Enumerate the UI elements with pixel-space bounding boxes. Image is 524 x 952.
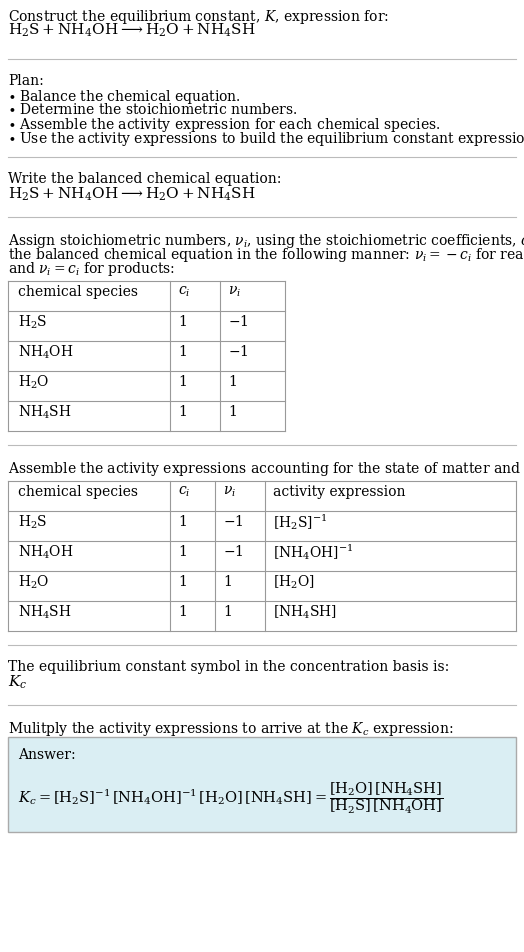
Text: $K_c$: $K_c$: [8, 673, 27, 690]
Text: 1: 1: [178, 374, 187, 388]
Text: $\mathrm{NH_4SH}$: $\mathrm{NH_4SH}$: [18, 603, 72, 620]
Text: $[\mathrm{NH_4OH}]^{-1}$: $[\mathrm{NH_4OH}]^{-1}$: [273, 542, 353, 562]
Text: $\mathrm{H_2S + NH_4OH \longrightarrow H_2O + NH_4SH}$: $\mathrm{H_2S + NH_4OH \longrightarrow H…: [8, 186, 256, 203]
Text: $\mathrm{NH_4OH}$: $\mathrm{NH_4OH}$: [18, 543, 73, 560]
Text: $\nu_i$: $\nu_i$: [223, 485, 236, 499]
Text: Answer:: Answer:: [18, 747, 75, 762]
Text: $\mathrm{H_2S}$: $\mathrm{H_2S}$: [18, 313, 47, 330]
Text: 1: 1: [178, 345, 187, 359]
Text: 1: 1: [178, 514, 187, 528]
Text: activity expression: activity expression: [273, 485, 406, 499]
Text: $1$: $1$: [228, 404, 237, 419]
Text: $\bullet$ Balance the chemical equation.: $\bullet$ Balance the chemical equation.: [8, 88, 241, 106]
Text: $\mathrm{H_2O}$: $\mathrm{H_2O}$: [18, 573, 49, 590]
Text: $\mathrm{NH_4SH}$: $\mathrm{NH_4SH}$: [18, 403, 72, 420]
Text: 1: 1: [178, 545, 187, 559]
Text: $\bullet$ Use the activity expressions to build the equilibrium constant express: $\bullet$ Use the activity expressions t…: [8, 129, 524, 148]
Text: $-1$: $-1$: [223, 544, 244, 559]
Text: Assign stoichiometric numbers, $\nu_i$, using the stoichiometric coefficients, $: Assign stoichiometric numbers, $\nu_i$, …: [8, 231, 524, 249]
Text: Write the balanced chemical equation:: Write the balanced chemical equation:: [8, 171, 281, 186]
Text: $c_i$: $c_i$: [178, 485, 190, 499]
Text: $\mathrm{NH_4OH}$: $\mathrm{NH_4OH}$: [18, 343, 73, 360]
Text: $\nu_i$: $\nu_i$: [228, 285, 241, 299]
Text: and $\nu_i = c_i$ for products:: and $\nu_i = c_i$ for products:: [8, 260, 175, 278]
Text: $c_i$: $c_i$: [178, 285, 190, 299]
Text: $1$: $1$: [223, 604, 232, 619]
Text: $1$: $1$: [223, 574, 232, 589]
FancyBboxPatch shape: [8, 737, 516, 832]
Text: Construct the equilibrium constant, $K$, expression for:: Construct the equilibrium constant, $K$,…: [8, 8, 389, 26]
Text: $K_c = [\mathrm{H_2S}]^{-1}\,[\mathrm{NH_4OH}]^{-1}\,[\mathrm{H_2O}]\,[\mathrm{N: $K_c = [\mathrm{H_2S}]^{-1}\,[\mathrm{NH…: [18, 780, 443, 815]
Text: $[\mathrm{NH_4SH}]$: $[\mathrm{NH_4SH}]$: [273, 603, 337, 620]
Text: $\mathrm{H_2S}$: $\mathrm{H_2S}$: [18, 513, 47, 530]
Text: $\mathrm{H_2S + NH_4OH \longrightarrow H_2O + NH_4SH}$: $\mathrm{H_2S + NH_4OH \longrightarrow H…: [8, 22, 256, 39]
Text: chemical species: chemical species: [18, 285, 138, 299]
Text: $-1$: $-1$: [228, 314, 248, 329]
Text: The equilibrium constant symbol in the concentration basis is:: The equilibrium constant symbol in the c…: [8, 660, 449, 673]
Text: 1: 1: [178, 315, 187, 328]
Text: $\bullet$ Determine the stoichiometric numbers.: $\bullet$ Determine the stoichiometric n…: [8, 102, 297, 117]
Text: $\bullet$ Assemble the activity expression for each chemical species.: $\bullet$ Assemble the activity expressi…: [8, 116, 441, 134]
Text: $[\mathrm{H_2S}]^{-1}$: $[\mathrm{H_2S}]^{-1}$: [273, 511, 328, 531]
Text: $[\mathrm{H_2O}]$: $[\mathrm{H_2O}]$: [273, 573, 315, 590]
Text: $-1$: $-1$: [228, 344, 248, 359]
Text: Assemble the activity expressions accounting for the state of matter and $\nu_i$: Assemble the activity expressions accoun…: [8, 460, 524, 478]
Text: 1: 1: [178, 605, 187, 619]
Text: Mulitply the activity expressions to arrive at the $K_c$ expression:: Mulitply the activity expressions to arr…: [8, 720, 453, 737]
Text: $-1$: $-1$: [223, 514, 244, 529]
Text: the balanced chemical equation in the following manner: $\nu_i = -c_i$ for react: the balanced chemical equation in the fo…: [8, 246, 524, 264]
Text: chemical species: chemical species: [18, 485, 138, 499]
Text: Plan:: Plan:: [8, 74, 43, 88]
Text: 1: 1: [178, 405, 187, 419]
Text: 1: 1: [178, 574, 187, 588]
Text: $1$: $1$: [228, 374, 237, 389]
Text: $\mathrm{H_2O}$: $\mathrm{H_2O}$: [18, 373, 49, 390]
